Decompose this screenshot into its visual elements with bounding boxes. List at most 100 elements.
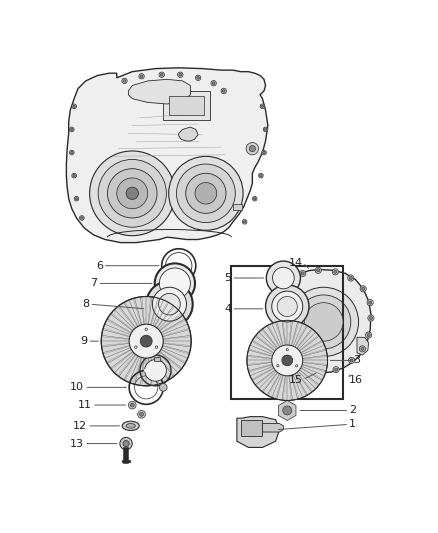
Circle shape (159, 268, 191, 299)
Text: 16: 16 (349, 375, 363, 385)
Circle shape (276, 306, 279, 309)
Circle shape (304, 303, 343, 341)
Polygon shape (262, 424, 283, 432)
Polygon shape (237, 417, 279, 447)
Circle shape (277, 296, 297, 317)
Circle shape (140, 75, 143, 78)
Circle shape (247, 320, 328, 400)
Circle shape (123, 79, 126, 82)
Text: 7: 7 (90, 278, 97, 288)
Circle shape (252, 196, 257, 201)
Circle shape (138, 410, 145, 418)
Polygon shape (279, 400, 296, 421)
Circle shape (335, 368, 338, 371)
Circle shape (140, 335, 152, 347)
Circle shape (367, 334, 370, 336)
Circle shape (134, 346, 137, 348)
Circle shape (334, 270, 337, 273)
Circle shape (368, 315, 374, 321)
Circle shape (315, 267, 321, 273)
Circle shape (177, 164, 235, 223)
Circle shape (221, 88, 226, 94)
Circle shape (275, 304, 281, 310)
Circle shape (249, 146, 255, 152)
Circle shape (282, 355, 293, 366)
Circle shape (71, 151, 73, 154)
Circle shape (139, 74, 144, 79)
Circle shape (73, 174, 75, 177)
Bar (231, 265, 343, 399)
Circle shape (81, 217, 83, 219)
Circle shape (283, 292, 286, 295)
Circle shape (272, 267, 294, 289)
Circle shape (260, 174, 262, 177)
Polygon shape (357, 337, 369, 355)
Ellipse shape (122, 421, 139, 431)
Circle shape (282, 290, 288, 296)
Circle shape (367, 300, 373, 306)
Circle shape (179, 74, 182, 76)
Circle shape (155, 346, 158, 348)
Circle shape (123, 440, 129, 447)
Circle shape (297, 295, 351, 349)
Text: 2: 2 (349, 406, 357, 415)
Text: 6: 6 (96, 261, 103, 271)
Circle shape (369, 317, 372, 320)
Circle shape (70, 127, 74, 132)
Circle shape (71, 128, 73, 131)
Circle shape (277, 365, 279, 367)
Circle shape (211, 80, 216, 86)
Polygon shape (67, 68, 268, 243)
Circle shape (261, 105, 264, 108)
Ellipse shape (126, 424, 135, 428)
Circle shape (274, 338, 277, 341)
Circle shape (254, 198, 256, 200)
Circle shape (258, 173, 263, 178)
Circle shape (283, 406, 292, 415)
Circle shape (195, 182, 217, 204)
Circle shape (332, 269, 339, 275)
Text: 15: 15 (289, 375, 303, 385)
Circle shape (140, 413, 144, 416)
Circle shape (288, 361, 294, 367)
Circle shape (301, 272, 304, 275)
Circle shape (160, 74, 163, 76)
Circle shape (318, 370, 324, 377)
Bar (241, 421, 262, 436)
Circle shape (145, 328, 148, 330)
Bar (170, 96, 204, 115)
Circle shape (303, 370, 306, 374)
Circle shape (272, 321, 279, 327)
Circle shape (107, 168, 157, 218)
Circle shape (349, 357, 355, 364)
Circle shape (98, 159, 166, 227)
Circle shape (72, 173, 77, 178)
Circle shape (274, 322, 277, 326)
Circle shape (301, 369, 307, 375)
Circle shape (300, 270, 306, 277)
Text: 13: 13 (70, 439, 84, 449)
Circle shape (265, 285, 309, 328)
Text: 14: 14 (289, 257, 303, 268)
Circle shape (75, 198, 78, 200)
Circle shape (361, 348, 364, 350)
Text: 4: 4 (224, 304, 231, 314)
Circle shape (126, 187, 138, 199)
Circle shape (348, 275, 354, 281)
Text: 9: 9 (80, 336, 87, 346)
Circle shape (186, 173, 226, 213)
Circle shape (333, 367, 339, 373)
Circle shape (286, 349, 288, 351)
Circle shape (90, 151, 175, 236)
Circle shape (140, 355, 171, 386)
Circle shape (260, 104, 265, 109)
Circle shape (263, 127, 268, 132)
Circle shape (272, 291, 303, 322)
Circle shape (263, 151, 265, 154)
Circle shape (242, 220, 247, 224)
Circle shape (360, 286, 366, 292)
Circle shape (261, 150, 266, 155)
Circle shape (131, 403, 134, 407)
Circle shape (117, 178, 148, 209)
Circle shape (122, 78, 127, 84)
